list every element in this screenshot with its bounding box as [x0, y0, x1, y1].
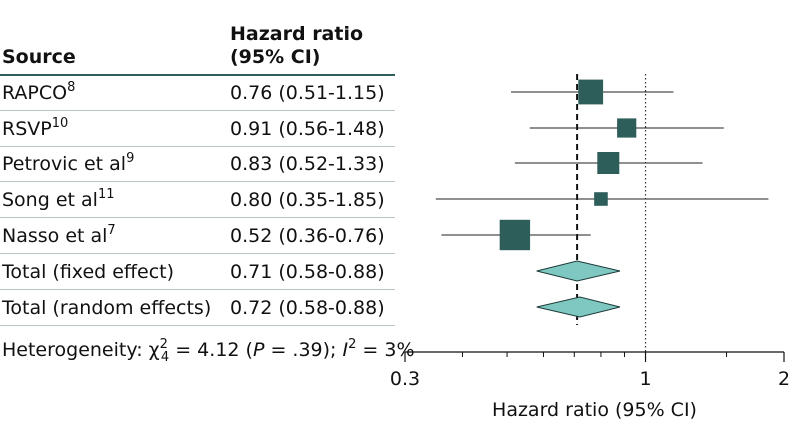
row-divider: [0, 217, 395, 218]
het-chi-sup: 2: [159, 337, 168, 352]
total-random-label: Total (random effects): [2, 297, 212, 319]
x-tick-label: 0.3: [390, 368, 420, 390]
het-chi-sub: 4: [160, 349, 170, 365]
study-ci-song: 0.80 (0.35-1.85): [230, 189, 385, 211]
study-label-nasso: Nasso et al7: [2, 224, 116, 248]
study-name: Nasso et al: [2, 225, 108, 247]
study-ci-rapco: 0.76 (0.51-1.15): [230, 82, 385, 104]
het-prefix: Heterogeneity: χ: [2, 339, 160, 361]
study-name: RSVP: [2, 118, 52, 140]
study-ref: 7: [107, 223, 116, 238]
study-name: Petrovic et al: [2, 153, 127, 175]
row-divider: [0, 74, 395, 76]
study-name: Song et al: [2, 189, 98, 211]
het-p-value: = .39);: [264, 339, 343, 361]
pooled-diamond: [536, 260, 621, 282]
study-label-petrovic: Petrovic et al9: [2, 152, 134, 176]
study-square: [578, 79, 604, 105]
total-fixed-label: Total (fixed effect): [2, 261, 175, 283]
total-fixed-ci: 0.71 (0.58-0.88): [230, 261, 385, 283]
source-header: Source: [2, 46, 76, 68]
het-i-label: I: [342, 339, 349, 361]
study-ref: 11: [97, 187, 115, 202]
study-square: [617, 118, 637, 138]
study-ref: 8: [67, 80, 76, 95]
total-random-ci: 0.72 (0.58-0.88): [230, 297, 385, 319]
row-divider: [0, 325, 395, 326]
heterogeneity-stat: Heterogeneity: χ24 = 4.12 (P = .39); I2 …: [2, 338, 415, 370]
hazard-ratio-header-line2: (95% CI): [230, 46, 321, 68]
study-ref: 9: [126, 151, 135, 166]
study-ref: 10: [51, 116, 69, 131]
study-square: [594, 192, 608, 206]
het-i-sup: 2: [348, 337, 357, 352]
row-divider: [0, 289, 395, 290]
het-i-value: = 3%: [356, 339, 415, 361]
row-divider: [0, 146, 395, 147]
study-ci-nasso: 0.52 (0.36-0.76): [230, 225, 385, 247]
row-divider: [0, 110, 395, 111]
study-ci-petrovic: 0.83 (0.52-1.33): [230, 153, 385, 175]
x-axis-label: Hazard ratio (95% CI): [492, 399, 697, 421]
het-p-label: P: [252, 339, 265, 361]
study-square: [499, 219, 531, 251]
study-label-song: Song et al11: [2, 188, 114, 212]
x-tick-label: 2: [778, 368, 790, 390]
row-divider: [0, 253, 395, 254]
row-divider: [0, 181, 395, 182]
study-ci-rsvp: 0.91 (0.56-1.48): [230, 118, 385, 140]
study-label-rsvp: RSVP10: [2, 117, 68, 141]
x-tick-label: 1: [639, 368, 651, 390]
study-name: RAPCO: [2, 82, 68, 104]
study-label-rapco: RAPCO8: [2, 81, 75, 105]
pooled-diamond: [536, 296, 621, 318]
het-chi-value: = 4.12 (: [169, 339, 253, 361]
study-square: [597, 152, 620, 174]
hazard-ratio-header: Hazard ratio (95% CI): [230, 23, 363, 69]
hazard-ratio-header-line1: Hazard ratio: [230, 23, 364, 45]
